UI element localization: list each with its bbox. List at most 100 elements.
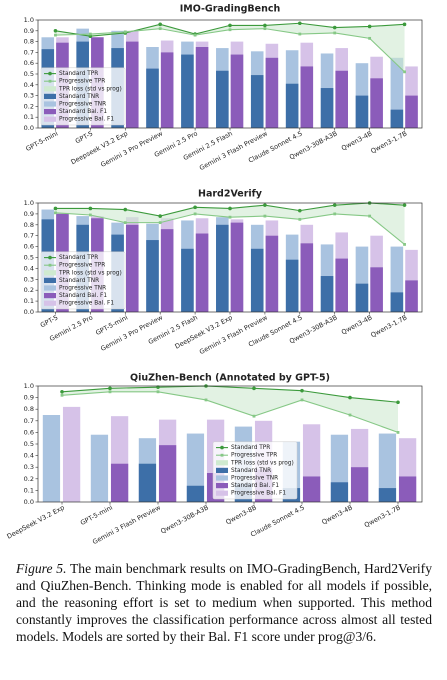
legend-marker [220, 445, 224, 450]
bar [146, 240, 159, 312]
y-tick-label: 0.6 [24, 428, 34, 436]
legend-label: TPR loss (std vs prog) [58, 270, 122, 276]
bar [390, 292, 404, 312]
caption-label: Figure 5. [16, 561, 67, 576]
marker [158, 22, 162, 27]
marker [348, 413, 352, 417]
y-tick-label: 0.1 [24, 297, 34, 305]
caption-text: The main benchmark results on IMO-Gradin… [16, 561, 432, 644]
bar [250, 248, 264, 312]
marker [108, 386, 112, 391]
bar [158, 445, 177, 502]
y-tick-label: 0.9 [24, 394, 34, 402]
marker [53, 206, 58, 211]
marker [123, 30, 127, 34]
marker [368, 214, 372, 218]
bar [216, 224, 229, 312]
legend-label: Standard Bal. F1 [59, 293, 107, 299]
chart-title: QiuZhen-Bench (Annotated by GPT-5) [130, 373, 330, 384]
bar [181, 248, 194, 312]
y-tick-label: 0.7 [24, 48, 34, 56]
y-tick-label: 0.4 [24, 81, 34, 89]
marker [403, 243, 406, 246]
bar [265, 235, 279, 312]
marker [332, 25, 337, 30]
marker [298, 208, 302, 213]
y-tick-label: 0.9 [24, 27, 34, 35]
marker [368, 36, 372, 40]
legend-patch [44, 300, 56, 306]
marker [88, 32, 92, 36]
legend-patch [44, 293, 56, 299]
bar [186, 485, 205, 502]
x-tick-label: GPT-5-mini [24, 129, 59, 153]
y-tick-label: 0.2 [24, 286, 34, 294]
marker [252, 414, 256, 418]
legend-label: Standard TNR [59, 278, 99, 284]
line [61, 385, 399, 403]
bar [370, 78, 383, 128]
marker [158, 27, 162, 31]
marker [263, 214, 267, 218]
bar [90, 434, 109, 502]
legend-patch [44, 116, 56, 122]
marker [54, 33, 57, 37]
marker [298, 21, 302, 26]
bar [186, 433, 205, 502]
bar [370, 267, 383, 312]
marker [396, 431, 400, 434]
legend-patch [44, 86, 56, 92]
legend-label: Standard TPR [59, 255, 98, 261]
bar [181, 54, 194, 129]
bar [160, 52, 174, 128]
bar [350, 467, 369, 502]
marker [54, 211, 57, 215]
legend-marker [48, 263, 52, 267]
legend-box [40, 67, 126, 126]
legend-patch [216, 467, 228, 473]
y-tick-label: 1.0 [24, 16, 34, 24]
marker [108, 390, 112, 394]
y-tick-label: 0.0 [24, 124, 34, 132]
figure: IMO-GradingBench 0.0 0.1 0.2 0.3 0.4 0.5 0.6 0.7… [6, 4, 423, 546]
marker [298, 217, 302, 221]
legend-label: Progressive TNR [59, 286, 106, 292]
x-tick-label: Qwen3-8B [224, 503, 257, 526]
legend-label: TPR loss (std vs prog) [58, 86, 122, 92]
y-tick-label: 0.5 [24, 254, 34, 262]
bar [160, 229, 174, 312]
bar [146, 68, 159, 128]
x-tick-label: Qwen3-1.7B [369, 129, 408, 155]
legend-label: Progressive Bal. F1 [59, 301, 114, 307]
x-tick-label: Qwen3-4B [340, 129, 373, 152]
bar [125, 224, 139, 312]
x-tick-label: Qwen3-1.7B [363, 503, 402, 529]
bar [62, 406, 81, 502]
marker [123, 221, 127, 225]
legend-marker [48, 255, 52, 260]
y-tick-label: 0.7 [24, 232, 34, 240]
legend-patch [44, 101, 56, 107]
y-tick-label: 0.0 [24, 308, 34, 316]
bar [42, 415, 61, 502]
marker [156, 390, 160, 394]
marker [158, 221, 162, 225]
bar [335, 70, 348, 128]
legend-label: Progressive TNR [59, 102, 106, 108]
marker [53, 29, 58, 33]
legend-label: Progressive TNR [231, 476, 278, 482]
bar [302, 476, 321, 502]
marker [88, 206, 93, 211]
legend-patch [216, 490, 228, 496]
marker [298, 32, 302, 36]
bar [285, 83, 299, 128]
marker [228, 23, 232, 28]
x-tick-label: Qwen3-4B [340, 313, 373, 336]
marker [228, 215, 232, 219]
legend-label: Standard Bal. F1 [231, 483, 279, 489]
y-tick-label: 0.3 [24, 92, 34, 100]
marker [228, 206, 232, 211]
plot-frame [37, 385, 423, 503]
marker [403, 70, 406, 74]
